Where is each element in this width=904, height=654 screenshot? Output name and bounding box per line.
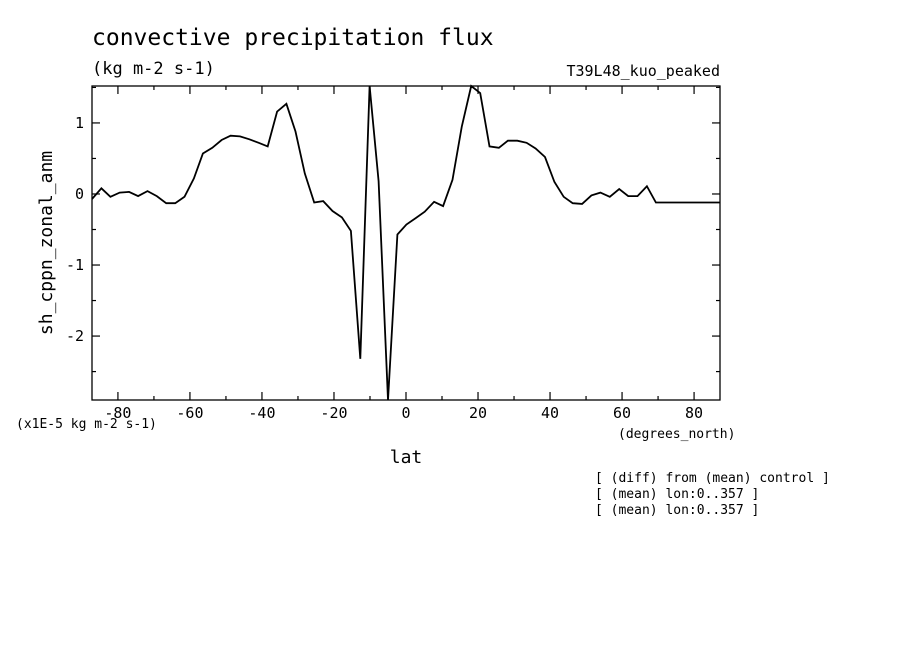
note-line-1: [ (diff) from (mean) control ]	[595, 471, 830, 486]
y-axis: 1 0 -1 -2	[66, 86, 720, 373]
y-tick-label: -1	[66, 256, 84, 274]
x-axis-units: (degrees_north)	[618, 427, 735, 442]
y-tick-label: -2	[66, 327, 84, 345]
chart-title: convective precipitation flux	[92, 25, 494, 51]
x-tick-label: -60	[176, 404, 203, 422]
series-line	[91, 84, 720, 401]
x-tick-label: -80	[104, 404, 131, 422]
x-tick-label: 0	[401, 404, 410, 422]
note-line-3: [ (mean) lon:0..357 ]	[595, 503, 759, 518]
plot-frame	[91, 85, 721, 401]
x-tick-label: 40	[541, 404, 559, 422]
y-tick-label: 0	[75, 185, 84, 203]
x-tick-label: 60	[613, 404, 631, 422]
x-tick-label: 20	[469, 404, 487, 422]
run-name: T39L48_kuo_peaked	[566, 62, 720, 80]
note-line-2: [ (mean) lon:0..357 ]	[595, 487, 759, 502]
x-axis-label: lat	[390, 447, 423, 468]
y-tick-label: 1	[75, 114, 84, 132]
y-axis-label: sh_cppn_zonal_anm	[36, 151, 57, 335]
x-axis: -80 -60 -40 -20 0 20 40 60 80	[104, 86, 703, 422]
x-tick-label: -20	[320, 404, 347, 422]
x-tick-label: 80	[685, 404, 703, 422]
x-tick-label: -40	[248, 404, 275, 422]
y-scale-note: (x1E-5 kg m-2 s-1)	[16, 417, 157, 432]
chart-units: (kg m-2 s-1)	[92, 59, 215, 79]
